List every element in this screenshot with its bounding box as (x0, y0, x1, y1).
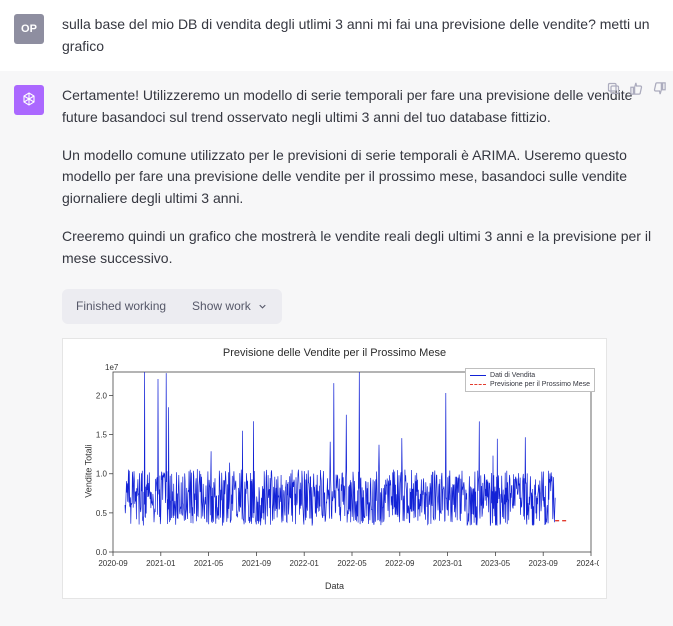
openai-logo-icon (19, 90, 39, 110)
show-work-label: Show work (192, 297, 251, 316)
svg-text:2.0: 2.0 (96, 391, 108, 400)
assistant-p1: Certamente! Utilizzeremo un modello di s… (62, 85, 661, 128)
chart-legend: Dati di Vendita Previsione per il Prossi… (465, 368, 595, 392)
assistant-avatar (14, 85, 44, 115)
work-status-label: Finished working (76, 297, 166, 316)
thumbs-up-icon[interactable] (629, 81, 644, 103)
legend-swatch-dash-icon (470, 384, 486, 385)
chart-xlabel: Data (69, 580, 600, 594)
legend-entry-data: Dati di Vendita (470, 371, 590, 380)
legend-label-0: Dati di Vendita (490, 371, 535, 380)
assistant-message: Certamente! Utilizzeremo un modello di s… (0, 71, 673, 612)
user-text: sulla base del mio DB di vendita degli u… (62, 14, 661, 57)
message-actions (606, 81, 667, 103)
svg-text:2022-09: 2022-09 (385, 559, 415, 568)
assistant-content: Certamente! Utilizzeremo un modello di s… (62, 85, 661, 598)
chart-card: Previsione delle Vendite per il Prossimo… (62, 338, 607, 599)
work-status-pill[interactable]: Finished working Show work (62, 289, 282, 324)
svg-text:2021-01: 2021-01 (146, 559, 176, 568)
legend-swatch-line-icon (470, 375, 486, 376)
svg-text:0.0: 0.0 (96, 548, 108, 557)
user-avatar: OP (14, 14, 44, 44)
svg-text:2020-09: 2020-09 (98, 559, 128, 568)
chart-body: 1e7 0.0 0.5 1.0 1.5 2.0 2020-09 2021-01 2021-05… (69, 364, 599, 578)
legend-entry-forecast: Previsione per il Prossimo Mese (470, 380, 590, 389)
svg-text:2024-01: 2024-01 (576, 559, 599, 568)
user-content: sulla base del mio DB di vendita degli u… (62, 14, 661, 57)
thumbs-down-icon[interactable] (652, 81, 667, 103)
svg-text:0.5: 0.5 (96, 509, 108, 518)
svg-text:2022-05: 2022-05 (337, 559, 367, 568)
svg-text:2022-01: 2022-01 (290, 559, 320, 568)
assistant-p2: Un modello comune utilizzato per le prev… (62, 145, 661, 210)
user-message: OP sulla base del mio DB di vendita degl… (0, 0, 673, 71)
copy-icon[interactable] (606, 81, 621, 103)
legend-label-1: Previsione per il Prossimo Mese (490, 380, 590, 389)
svg-text:1.0: 1.0 (96, 470, 108, 479)
chevron-down-icon (257, 301, 268, 312)
chart-y-exponent: 1e7 (105, 362, 118, 374)
chart-ylabel: Vendite Totali (83, 444, 97, 497)
svg-text:2021-09: 2021-09 (242, 559, 272, 568)
user-avatar-label: OP (21, 23, 37, 35)
svg-text:2023-05: 2023-05 (481, 559, 511, 568)
show-work-toggle[interactable]: Show work (192, 297, 268, 316)
svg-text:2021-05: 2021-05 (194, 559, 224, 568)
chart-title: Previsione delle Vendite per il Prossimo… (69, 345, 600, 362)
assistant-p3: Creeremo quindi un grafico che mostrerà … (62, 226, 661, 269)
svg-text:1.5: 1.5 (96, 430, 108, 439)
svg-text:2023-09: 2023-09 (529, 559, 559, 568)
chart-svg: 0.0 0.5 1.0 1.5 2.0 2020-09 2021-01 2021-05 2021… (69, 364, 599, 578)
svg-text:2023-01: 2023-01 (433, 559, 463, 568)
